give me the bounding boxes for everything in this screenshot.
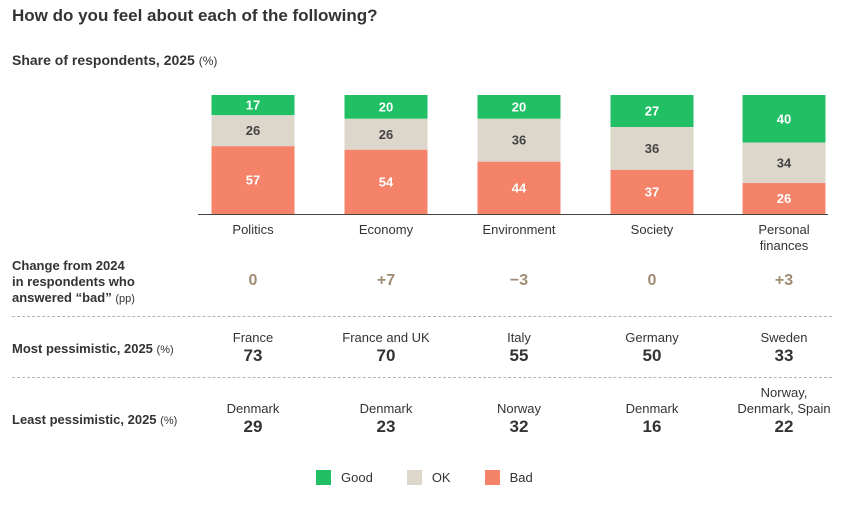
legend-swatch-good <box>316 470 331 485</box>
legend-label-bad: Bad <box>509 470 533 485</box>
legend-label-ok: OK <box>431 470 451 485</box>
country-name: Denmark <box>625 401 679 416</box>
bar-segment-good <box>610 95 694 128</box>
most-pessimistic-cell: Sweden 33 <box>724 330 844 366</box>
change-label-line: in respondents who <box>12 274 135 289</box>
country-name: Germany <box>625 330 679 345</box>
chart-subtitle: Share of respondents, 2025 (%) <box>12 52 217 68</box>
bar-segment-ok <box>344 118 428 150</box>
pessimism-value: 70 <box>376 346 396 365</box>
bar-segment-bad <box>344 149 428 214</box>
least-pessimistic-label: Least pessimistic, 2025 (%) <box>12 412 178 427</box>
bar-value-label: 20 <box>379 99 393 114</box>
country-name: Italy <box>507 330 531 345</box>
bar-value-label: 37 <box>645 184 659 199</box>
pessimism-value: 55 <box>509 346 529 365</box>
row-divider <box>12 316 832 317</box>
most-pessimistic-cell: Germany 50 <box>592 330 712 366</box>
bar-segment-ok <box>477 118 561 162</box>
bar-segment-bad <box>610 169 694 214</box>
category-label: Personal <box>758 222 809 237</box>
most-pessimistic-cell: France and UK 70 <box>326 330 446 366</box>
legend-label-good: Good <box>341 470 373 485</box>
bar-value-label: 57 <box>246 173 260 188</box>
bar-value-label: 20 <box>512 99 526 114</box>
category-label: Politics <box>232 222 274 237</box>
bar-segment-bad <box>211 146 295 214</box>
bar-segment-good <box>477 95 561 119</box>
bar-segment-ok <box>211 115 295 147</box>
bar-segment-good <box>742 95 826 143</box>
country-name: Sweden <box>760 330 808 345</box>
change-value: −3 <box>509 272 529 289</box>
most-pessimistic-label: Most pessimistic, 2025 (%) <box>12 341 174 356</box>
country-name: France and UK <box>342 330 430 345</box>
bar-value-label: 44 <box>512 180 527 195</box>
bar-segment-good <box>211 95 295 116</box>
bar-segment-bad <box>477 161 561 214</box>
bar-segment-bad <box>742 183 826 214</box>
bar-value-label: 26 <box>379 127 393 142</box>
pessimism-value: 22 <box>774 417 794 436</box>
category-label: Society <box>631 222 674 237</box>
bar-value-label: 17 <box>246 98 260 113</box>
pessimism-value: 73 <box>243 346 263 365</box>
bar-value-label: 54 <box>379 174 394 189</box>
most-pessimistic-cell: Italy 55 <box>459 330 579 366</box>
country-name: France <box>232 330 274 345</box>
bar-value-label: 26 <box>246 123 260 138</box>
bar-value-label: 36 <box>645 141 659 156</box>
country-name: Denmark <box>359 401 413 416</box>
chart-title: How do you feel about each of the follow… <box>12 6 378 25</box>
subtitle-unit: (%) <box>198 54 218 68</box>
least-pessimistic-cell: Norway 32 <box>459 401 579 437</box>
legend-swatch-ok <box>406 470 422 485</box>
pessimism-value: 32 <box>509 417 529 436</box>
change-value: 0 <box>248 272 258 289</box>
legend-swatch-bad <box>484 470 500 485</box>
subtitle-text: Share of respondents, 2025 <box>12 52 195 68</box>
least-pessimistic-cell: Denmark 29 <box>193 401 313 437</box>
category-label: Environment <box>483 222 556 237</box>
bar-segment-good <box>344 95 428 119</box>
most-pessimistic-cell: France 73 <box>193 330 313 366</box>
change-value: 0 <box>647 272 657 289</box>
change-value: +3 <box>774 272 794 289</box>
chart-legend: Good OK Bad <box>316 470 533 485</box>
change-label-line: Change from 2024 <box>12 258 125 273</box>
bar-value-label: 26 <box>777 191 791 206</box>
country-name: Norway, <box>760 385 808 400</box>
country-name: Denmark <box>226 401 280 416</box>
country-name: Norway <box>496 401 542 416</box>
least-pessimistic-cell: Norway, Denmark, Spain 22 <box>724 385 844 437</box>
least-pessimistic-cell: Denmark 16 <box>592 401 712 437</box>
change-label-line: answered “bad” (pp) <box>12 290 135 305</box>
pessimism-value: 23 <box>376 417 396 436</box>
legend-item-good: Good <box>316 470 373 485</box>
bar-segment-ok <box>610 127 694 170</box>
bar-segment-ok <box>742 142 826 184</box>
category-label: Economy <box>359 222 414 237</box>
bar-value-label: 36 <box>512 133 526 148</box>
pessimism-value: 16 <box>642 417 662 436</box>
country-name: Denmark, Spain <box>737 401 831 416</box>
change-value: +7 <box>376 272 396 289</box>
category-label: finances <box>760 238 809 253</box>
legend-item-bad: Bad <box>484 470 533 485</box>
pessimism-value: 29 <box>243 417 263 436</box>
bar-value-label: 27 <box>645 104 659 119</box>
change-row-label: Change from 2024 in respondents who answ… <box>12 258 135 307</box>
row-divider <box>12 377 832 378</box>
least-pessimistic-cell: Denmark 23 <box>326 401 446 437</box>
stacked-bar-chart: 17 26 57 Politics 20 26 54 Economy 20 36 44 Environ… <box>198 95 828 253</box>
pessimism-value: 33 <box>774 346 794 365</box>
bar-value-label: 34 <box>777 155 792 170</box>
legend-item-ok: OK <box>406 470 451 485</box>
pessimism-value: 50 <box>642 346 662 365</box>
bar-value-label: 40 <box>777 111 791 126</box>
